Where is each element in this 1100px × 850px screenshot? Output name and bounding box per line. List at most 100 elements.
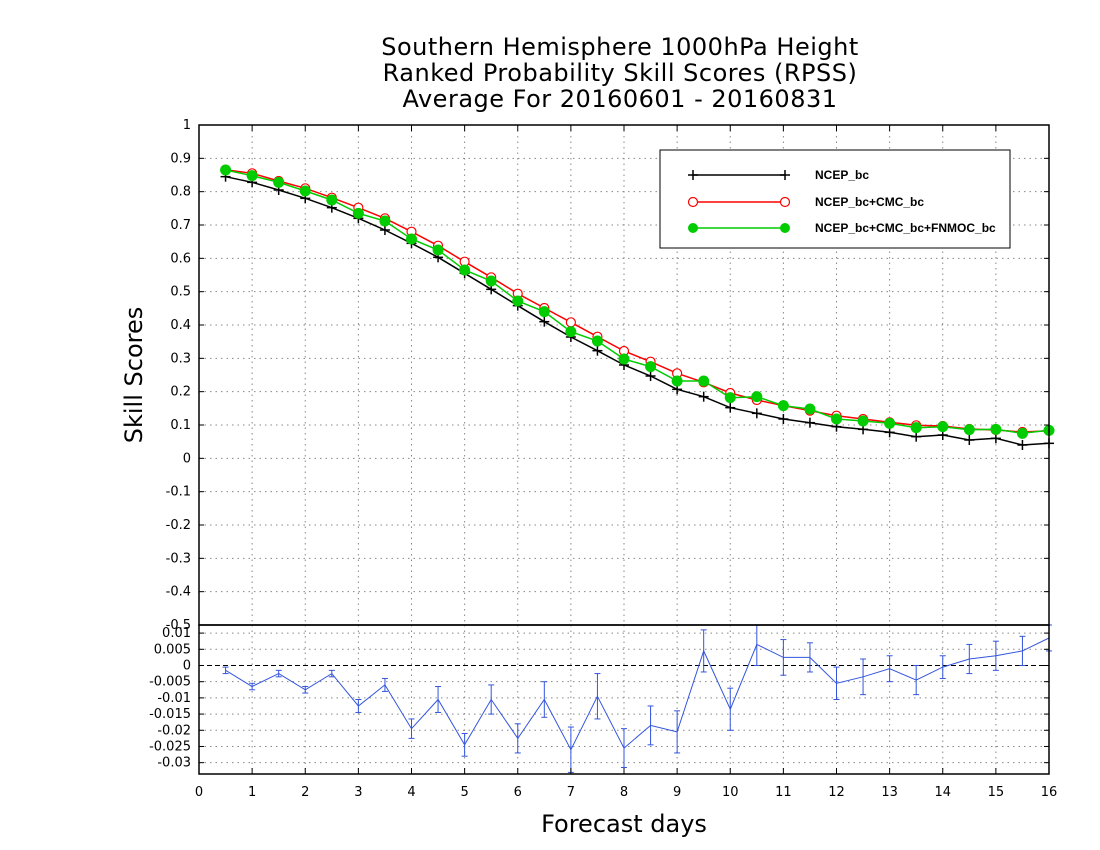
filled-circle-marker: [831, 413, 842, 425]
top-y-tick-label: 0.3: [170, 351, 191, 366]
filled-circle-marker: [432, 244, 444, 256]
top-y-tick-label: 0.2: [170, 385, 191, 400]
top-y-tick-label: 0.9: [170, 151, 191, 166]
x-axis-title: Forecast days: [541, 810, 707, 838]
title-line-3: Average For 20160601 - 20160831: [402, 85, 838, 113]
bottom-panel-series: [222, 624, 1052, 773]
plus-marker: [379, 225, 390, 235]
error-bar: [621, 728, 627, 769]
error-bar: [860, 658, 867, 696]
x-tick-label: 3: [354, 785, 362, 800]
error-bar: [355, 699, 362, 713]
filled-circle-marker: [512, 295, 524, 307]
error-bar: [700, 629, 707, 673]
x-tick-label: 5: [460, 785, 468, 800]
x-tick-label: 2: [301, 785, 309, 800]
top-y-tick-label: -0.5: [166, 618, 191, 633]
filled-circle-marker: [459, 264, 471, 276]
bottom-y-tick-label: -0.01: [157, 691, 191, 706]
plus-marker: [804, 417, 815, 428]
top-y-tick-label: 0.5: [170, 285, 191, 300]
filled-circle-marker: [698, 375, 710, 387]
error-bar: [381, 677, 388, 692]
plus-marker: [645, 371, 656, 381]
error-bar: [806, 642, 813, 673]
error-bar: [275, 669, 282, 678]
legend: NCEP_bc NCEP_bc+CMC_bc NCEP_bc+CMC_bc+FNMO…: [659, 149, 1011, 249]
error-bar: [541, 681, 548, 718]
plus-marker: [884, 427, 895, 438]
x-axis-ticks: 0 1 2 3 4 5 6 7 8 9 10 11 12 13 14 15 16: [195, 125, 1057, 800]
filled-circle-marker: [406, 233, 417, 245]
plus-marker: [911, 431, 922, 442]
error-bar: [461, 733, 468, 757]
filled-circle-marker: [538, 306, 550, 318]
x-tick-label: 8: [620, 785, 628, 800]
top-y-tick-label: 0.7: [170, 218, 191, 233]
filled-circle-marker: [963, 424, 975, 436]
error-bar: [408, 718, 415, 739]
legend-box: [659, 149, 1011, 249]
top-panel-y-ticks: 1 0.9 0.8 0.7 0.6 0.5 0.4 0.3 0.2 0.1 0 -0.1 -0.2 -0.…: [166, 118, 1049, 633]
bottom-y-tick-label: -0.02: [157, 723, 191, 738]
top-y-tick-label: 0.1: [170, 418, 191, 433]
error-bar: [222, 666, 229, 675]
filled-circle-marker: [591, 335, 603, 347]
top-y-tick-label: -0.2: [166, 518, 191, 533]
filled-circle-marker: [937, 421, 949, 433]
filled-circle-marker: [299, 185, 311, 197]
legend-filled-circle: [780, 223, 790, 233]
x-tick-label: 9: [673, 785, 681, 800]
plus-marker: [539, 316, 550, 327]
plus-marker: [751, 408, 762, 419]
x-tick-label: 4: [407, 785, 415, 800]
x-tick-label: 7: [567, 785, 575, 800]
error-bar: [939, 655, 946, 679]
error-bar: [488, 684, 495, 715]
legend-filled-circle: [688, 223, 698, 233]
filled-circle-marker: [220, 164, 232, 176]
error-bar: [780, 639, 787, 676]
filled-circle-marker: [326, 194, 338, 206]
filled-circle-marker: [352, 207, 364, 219]
legend-label-0: NCEP_bc: [815, 168, 869, 182]
filled-circle-marker: [379, 215, 391, 227]
open-circle-marker: [565, 317, 576, 328]
bottom-y-tick-label: 0.01: [162, 626, 191, 641]
error-bar: [833, 666, 840, 700]
filled-circle-marker: [990, 423, 1002, 435]
error-bar: [328, 669, 335, 678]
error-bar: [594, 673, 601, 720]
top-y-tick-label: -0.1: [166, 485, 191, 500]
top-y-tick-label: 0: [183, 451, 191, 466]
plus-marker: [778, 414, 789, 424]
error-bar: [514, 723, 521, 754]
error-bar: [674, 710, 681, 754]
x-tick-label: 14: [934, 785, 951, 800]
top-y-tick-label: 1: [183, 118, 191, 133]
error-bar: [992, 640, 999, 671]
bottom-y-tick-label: -0.03: [157, 756, 191, 771]
filled-circle-marker: [565, 326, 577, 338]
title-line-1: Southern Hemisphere 1000hPa Height: [381, 33, 859, 61]
bottom-y-tick-label: -0.025: [149, 739, 191, 754]
filled-circle-marker: [246, 170, 258, 182]
top-y-tick-label: 0.8: [170, 185, 191, 200]
error-bar: [913, 664, 920, 696]
filled-circle-marker: [751, 391, 763, 403]
x-tick-label: 11: [775, 785, 792, 800]
plus-marker: [1017, 440, 1028, 450]
filled-circle-marker: [618, 353, 630, 365]
x-tick-label: 0: [195, 785, 203, 800]
error-bar: [249, 682, 256, 691]
x-tick-label: 13: [881, 785, 898, 800]
top-y-tick-label: -0.4: [166, 585, 191, 600]
x-tick-label: 1: [248, 785, 256, 800]
legend-label-2: NCEP_bc+CMC_bc+FNMOC_bc: [815, 221, 996, 235]
legend-open-circle: [687, 196, 699, 208]
plus-marker: [698, 391, 709, 402]
chart-title: Southern Hemisphere 1000hPa Height Ranke…: [0, 34, 1100, 112]
error-bar: [647, 705, 654, 746]
